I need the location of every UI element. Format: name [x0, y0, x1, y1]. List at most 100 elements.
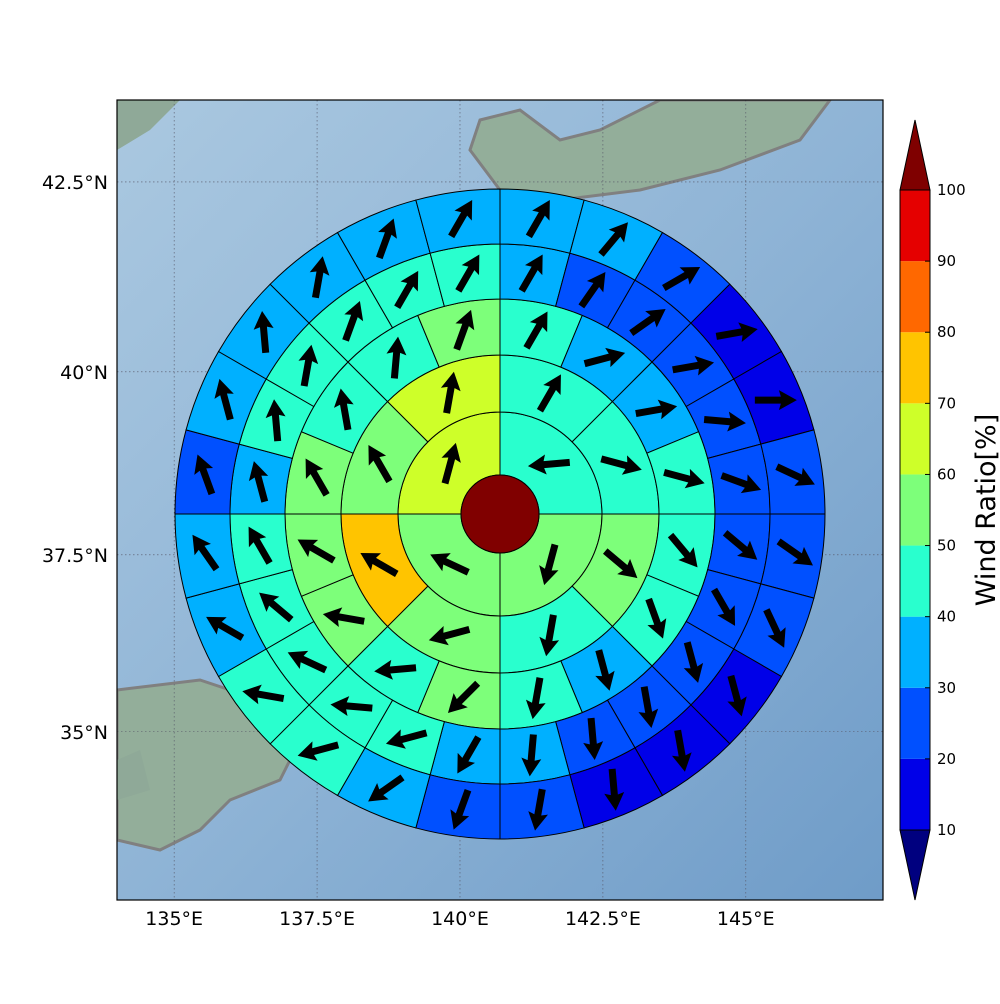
wind-arrow [430, 553, 470, 576]
wind-arrow [715, 322, 758, 343]
wind-arrow [253, 310, 274, 354]
colorbar-tick-label: 50 [937, 537, 956, 555]
wind-arrow [583, 347, 626, 368]
x-tick-label: 142.5°E [565, 908, 641, 930]
colorbar-tick-label: 90 [937, 252, 956, 270]
wind-arrow [192, 534, 220, 572]
colorbar-box [900, 758, 930, 830]
wind-arrow [598, 222, 628, 257]
sector [760, 513, 826, 599]
y-tick-label: 37.5°N [42, 545, 108, 567]
wind-arrow [368, 445, 393, 484]
wind-arrow [662, 266, 701, 292]
colorbar-box [900, 190, 930, 262]
wind-arrow [528, 788, 548, 831]
wind-arrow [645, 597, 667, 639]
wind-arrow [663, 468, 705, 489]
sector [499, 188, 585, 254]
wind-arrow [298, 344, 319, 387]
x-tick-label: 145°E [717, 908, 775, 930]
wind-arrow [305, 458, 330, 497]
colorbar-extend-low [899, 829, 931, 901]
colorbar-frame [899, 189, 931, 831]
wind-arrow [360, 552, 399, 577]
wind-arrow [583, 717, 604, 760]
wind-arrow [265, 399, 286, 442]
wind-arrow [703, 411, 746, 432]
wind-arrow [720, 472, 762, 494]
wind-arrow [539, 543, 559, 586]
colorbar-box [900, 261, 930, 333]
wind-arrow [309, 256, 330, 299]
wind-arrow [635, 399, 678, 420]
y-tick-label: 35°N [60, 722, 108, 744]
wind-arrow [453, 309, 475, 351]
plot-frame [116, 99, 884, 901]
wind-arrow [727, 674, 747, 717]
wind-arrow [527, 454, 571, 475]
wind-arrow [763, 608, 786, 648]
wind-arrow [722, 530, 758, 560]
wind-arrow [450, 788, 472, 830]
arrows [192, 199, 815, 831]
wind-arrow [518, 254, 543, 293]
wind-arrow [754, 390, 797, 411]
x-tick-label: 135°E [145, 908, 203, 930]
wind-arrow [394, 270, 419, 310]
wind-arrow [595, 649, 615, 691]
colorbar-box [900, 332, 930, 404]
wind-arrow [333, 388, 354, 431]
wind-arrow [629, 308, 666, 336]
wind-arrow [206, 616, 245, 641]
wind-arrow [683, 641, 704, 683]
colorbar-box [900, 616, 930, 688]
colorbar-extend-high [899, 119, 931, 191]
colorbar-tick-label: 60 [937, 465, 956, 483]
wind-arrow [330, 696, 373, 717]
y-tick-label: 40°N [60, 362, 108, 384]
wind-arrow [525, 677, 546, 720]
colorbar-box [900, 474, 930, 546]
wind-arrow [775, 463, 815, 486]
wind-arrow [447, 680, 481, 713]
wind-arrow [242, 684, 285, 705]
wind-arrow [672, 355, 715, 376]
wind-arrow [536, 374, 561, 413]
wind-arrow [578, 271, 606, 309]
wind-arrow [600, 455, 642, 475]
colorbar: 10 20 30 40 50 60 70 80 90 100 [899, 119, 966, 901]
wind-arrow [441, 442, 461, 485]
wind-arrow [385, 729, 428, 749]
colorbar-tick-label: 100 [937, 181, 966, 199]
wind-arrow [214, 378, 234, 421]
colorbar-tick-label: 40 [937, 608, 956, 626]
wind-arrow [638, 686, 659, 729]
wind-arrow [667, 532, 698, 568]
center-circle [460, 474, 540, 554]
colorbar-tick-label: 30 [937, 679, 956, 697]
colorbar-tick-label: 70 [937, 394, 956, 412]
wind-arrow [711, 587, 736, 626]
wind-arrow [287, 650, 328, 674]
axis-ticks: 135°E 137.5°E 140°E 142.5°E 145°E 35°N 37.5°N 4… [42, 172, 775, 930]
wind-arrow [523, 311, 548, 350]
colorbar-tick-label: 10 [937, 821, 956, 839]
colorbar-label: Wind Ratio[%] [971, 414, 1000, 606]
colorbar-tick-label: 80 [937, 323, 956, 341]
wind-arrow [776, 538, 813, 566]
wind-arrow [194, 454, 216, 496]
wind-arrow [386, 336, 407, 379]
wind-arrow [376, 218, 397, 260]
wind-arrow [248, 526, 273, 565]
wind-arrow [322, 607, 365, 628]
colorbar-box [900, 545, 930, 617]
wind-arrow [521, 734, 542, 777]
wind-arrow [248, 461, 269, 503]
wind-arrow [539, 614, 560, 657]
wind-arrow [297, 741, 340, 761]
wind-arrow [455, 254, 480, 293]
x-tick-label: 140°E [431, 908, 489, 930]
wind-arrow [428, 625, 471, 646]
wind-arrow [671, 729, 692, 772]
